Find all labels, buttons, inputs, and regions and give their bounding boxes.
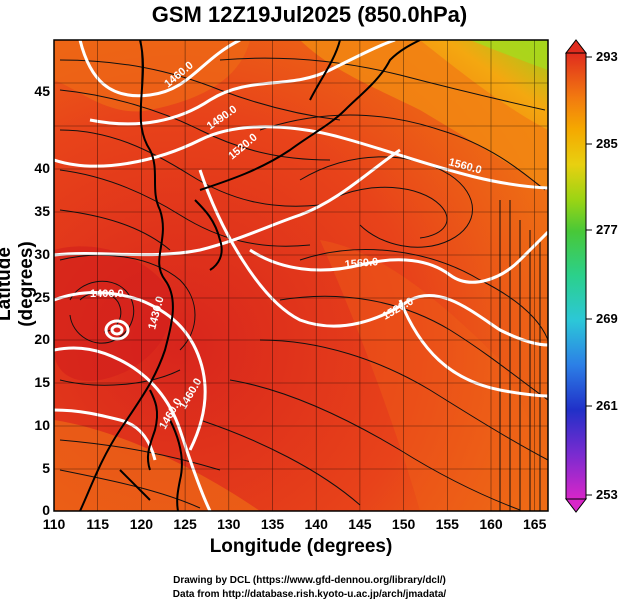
x-tick-label: 135	[260, 516, 285, 532]
colorbar-tick-label: 293	[596, 49, 618, 64]
y-tick-label: 20	[34, 331, 50, 347]
y-tick-label: 40	[34, 160, 50, 176]
x-tick-label: 160	[479, 516, 503, 532]
colorbar	[564, 39, 592, 513]
x-tick-label: 150	[391, 516, 416, 532]
height-contours	[54, 40, 548, 511]
y-tick-label: 15	[34, 374, 50, 390]
gridlines	[54, 40, 548, 511]
contour-label: 1400.0	[90, 288, 124, 300]
colorbar-tick-label: 285	[596, 136, 618, 151]
temperature-field	[54, 40, 548, 511]
contour-label: 1560.0	[344, 256, 379, 271]
credit-data: Data from http://database.rish.kyoto-u.a…	[172, 589, 447, 600]
x-axis-label: Longitude (degrees)	[209, 536, 393, 557]
coastlines	[79, 40, 421, 511]
streamlines	[59, 57, 548, 511]
x-tick-label: 130	[217, 516, 241, 532]
x-tick-label: 115	[86, 516, 109, 532]
colorbar-tick-label: 277	[596, 222, 618, 237]
x-tick-label: 145	[348, 516, 372, 532]
y-tick-label: 25	[34, 289, 50, 305]
y-tick-label: 10	[34, 417, 50, 433]
x-tick-label: 155	[435, 516, 459, 532]
colorbar-tick-label: 269	[596, 311, 618, 326]
y-axis-label: Latitude (degrees)	[0, 241, 37, 327]
credit-drawing: Drawing by DCL (https://www.gfd-dennou.o…	[173, 575, 446, 586]
y-tick-label: 35	[34, 203, 50, 219]
y-tick-label: 45	[34, 83, 50, 99]
x-tick-label: 165	[523, 516, 547, 532]
map-title: GSM 12Z19Jul2025 (850.0hPa)	[151, 2, 468, 27]
x-tick-label: 110	[42, 516, 66, 532]
colorbar-tick-label: 261	[596, 398, 618, 413]
x-tick-label: 120	[129, 516, 154, 532]
y-tick-label: 5	[42, 460, 50, 476]
x-tick-label: 125	[173, 516, 197, 532]
y-tick-label: 30	[34, 246, 50, 262]
plot-frame	[53, 39, 549, 512]
colorbar-tick-label: 253	[596, 487, 618, 502]
y-tick-label: 0	[42, 502, 50, 518]
x-tick-label: 140	[304, 516, 328, 532]
